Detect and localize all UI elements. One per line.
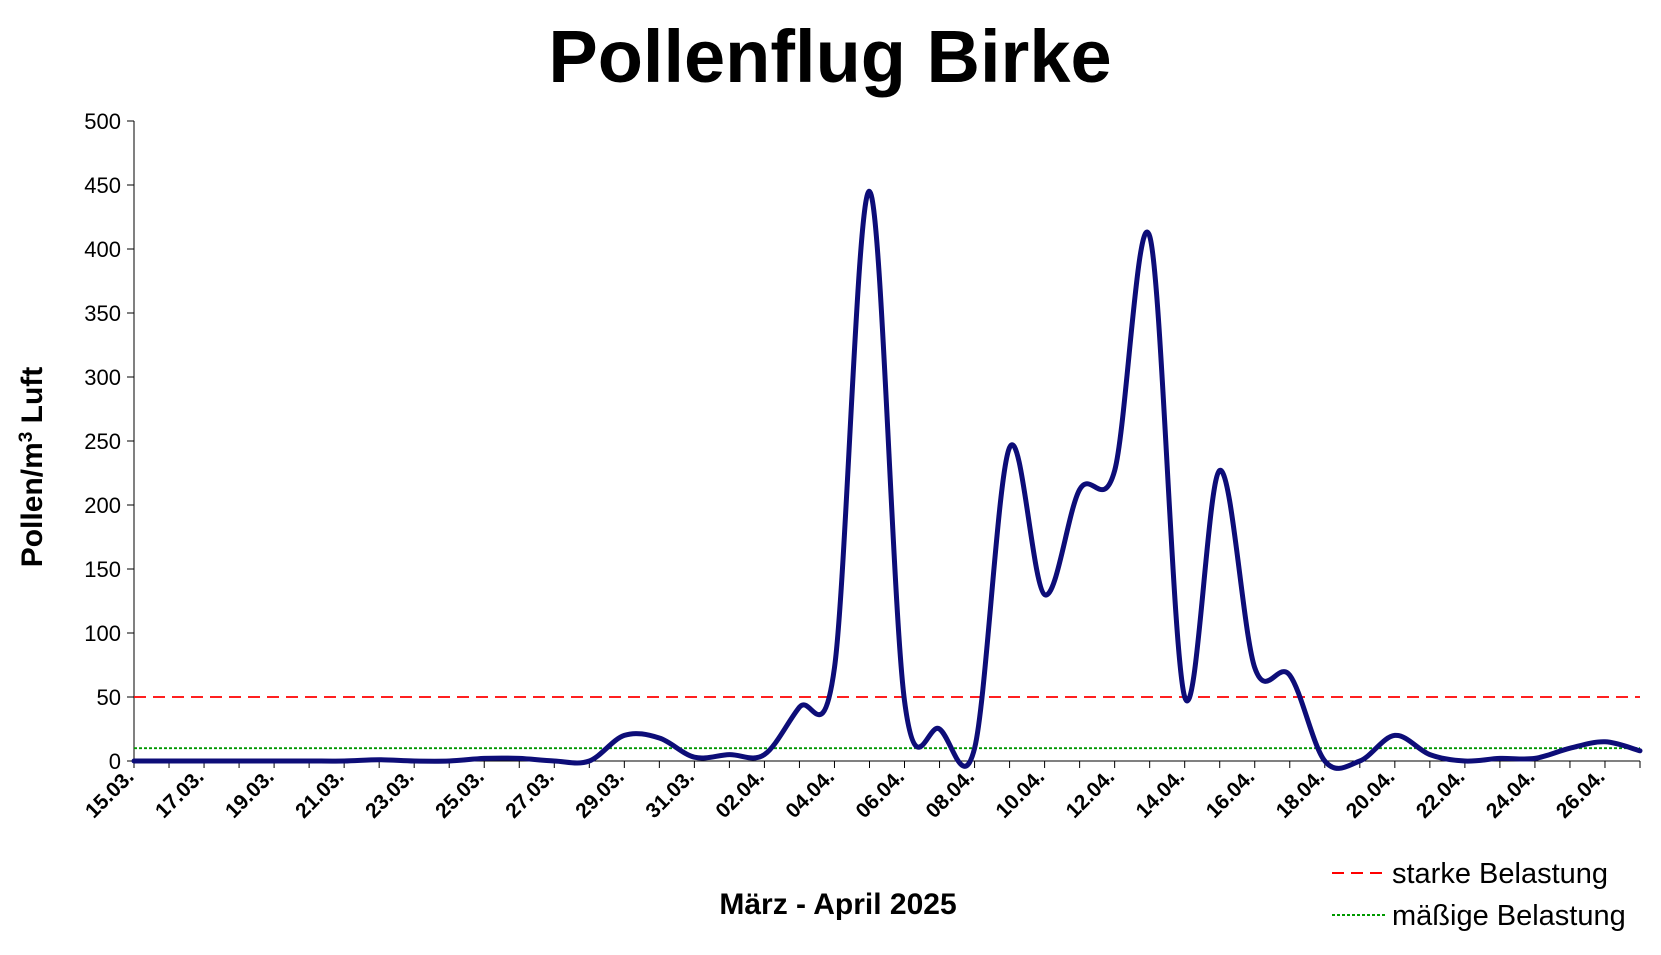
legend-label-starke: starke Belastung xyxy=(1392,858,1608,890)
y-tick-label: 350 xyxy=(84,301,121,326)
y-tick-label: 200 xyxy=(84,493,121,518)
y-axis-label: Pollen/m3 Luft xyxy=(16,367,50,568)
y-tick-label: 250 xyxy=(84,429,121,454)
x-tick-label: 29.03. xyxy=(571,765,629,823)
x-tick-label: 20.04. xyxy=(1342,765,1400,823)
x-tick-label: 24.04. xyxy=(1482,765,1540,823)
x-tick-label: 22.04. xyxy=(1412,765,1470,823)
x-tick-label: 17.03. xyxy=(151,765,209,823)
y-tick-label: 300 xyxy=(84,365,121,390)
y-axis-label-superscript: 3 xyxy=(16,432,37,443)
chart-title: Pollenflug Birke xyxy=(548,15,1111,98)
legend: starke Belastung mäßige Belastung xyxy=(1332,858,1626,932)
y-axis: 0 50 100 150 200 250 300 350 400 450 500 xyxy=(84,109,135,774)
y-tick-label: 100 xyxy=(84,621,121,646)
y-tick-label: 150 xyxy=(84,557,121,582)
y-tick-label: 50 xyxy=(97,685,121,710)
series-line xyxy=(131,188,1643,771)
legend-label-maessige: mäßige Belastung xyxy=(1392,900,1626,932)
y-tick-label: 400 xyxy=(84,237,121,262)
y-axis-label-rest: Luft xyxy=(16,367,49,432)
series xyxy=(131,188,1643,771)
x-tick-label: 31.03. xyxy=(641,765,699,823)
x-tick-label: 25.03. xyxy=(431,765,489,823)
x-tick-label: 26.04. xyxy=(1552,765,1610,823)
x-tick-label: 08.04. xyxy=(922,765,980,823)
x-tick-label: 14.04. xyxy=(1132,765,1190,823)
y-tick-label: 450 xyxy=(84,173,121,198)
x-tick-label: 10.04. xyxy=(992,765,1050,823)
x-axis-label: März - April 2025 xyxy=(719,888,956,921)
x-tick-label: 18.04. xyxy=(1272,765,1330,823)
x-tick-label: 12.04. xyxy=(1062,765,1120,823)
x-tick-label: 27.03. xyxy=(501,765,559,823)
x-tick-label: 21.03. xyxy=(291,765,349,823)
x-tick-label: 02.04. xyxy=(711,765,769,823)
reference-lines xyxy=(134,696,1640,750)
y-tick-label: 500 xyxy=(84,109,121,134)
x-tick-label: 23.03. xyxy=(361,765,419,823)
y-axis-label-main: Pollen/m xyxy=(16,442,49,567)
y-tick-label: 0 xyxy=(109,749,121,774)
x-axis: 15.03. 17.03. 19.03. 21.03. 23.03. 25.03. 27.0… xyxy=(81,760,1641,823)
x-tick-label: 16.04. xyxy=(1202,765,1260,823)
x-tick-label: 19.03. xyxy=(221,765,279,823)
x-tick-label: 04.04. xyxy=(781,765,839,823)
x-tick-label: 06.04. xyxy=(851,765,909,823)
